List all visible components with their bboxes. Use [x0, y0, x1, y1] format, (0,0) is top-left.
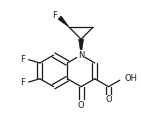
Text: N: N	[78, 51, 84, 60]
Text: F: F	[20, 55, 25, 64]
Text: OH: OH	[124, 74, 137, 83]
Text: F: F	[52, 11, 57, 20]
Text: O: O	[105, 95, 112, 104]
Text: F: F	[20, 78, 25, 87]
Polygon shape	[58, 16, 69, 27]
Polygon shape	[79, 39, 83, 55]
Text: O: O	[78, 101, 84, 109]
